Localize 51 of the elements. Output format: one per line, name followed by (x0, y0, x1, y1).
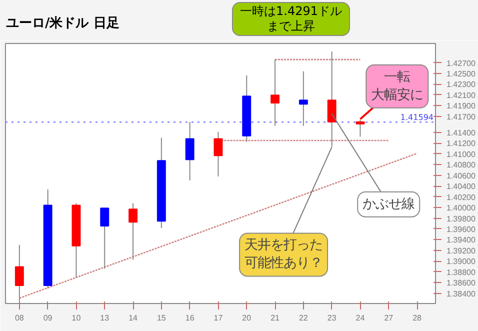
y-tick-label: 1.41700 (446, 112, 476, 122)
y-tick-label: 1.42100 (446, 90, 476, 100)
y-tick-label: 1.41900 (446, 102, 476, 111)
x-tick-label: 17 (214, 314, 224, 322)
x-tick-label: 20 (242, 314, 252, 322)
annotation: 天井を打った可能性あり？ (244, 238, 323, 272)
y-tick-label: 1.38600 (446, 278, 476, 288)
y-tick-label: 1.40400 (446, 182, 476, 192)
y-tick-label: 1.38800 (446, 268, 476, 277)
x-tick-label: 13 (100, 314, 110, 322)
x-tick-label: 23 (327, 314, 337, 322)
x-tick-label: 22 (298, 314, 308, 322)
y-tick-label: 1.42300 (446, 80, 476, 90)
candlestick (214, 131, 223, 177)
y-tick-label: 1.41200 (446, 139, 476, 148)
y-tick-label: 1.39000 (446, 257, 476, 266)
y-tick-label: 1.39600 (446, 224, 476, 234)
candlestick (100, 208, 110, 270)
candlestick (327, 51, 336, 148)
y-tick-label: 1.40200 (446, 192, 476, 202)
y-tick-label: 1.40600 (446, 171, 476, 180)
y-tick-label: 1.42700 (446, 58, 476, 68)
y-tick-label: 1.41400 (446, 128, 476, 138)
ref-line-label: 1.41594 (400, 113, 434, 122)
x-tick-label: 16 (185, 314, 195, 322)
x-tick-label: 27 (384, 314, 394, 322)
x-tick-label: 14 (128, 314, 138, 322)
annotation: かぶせ線 (362, 196, 415, 212)
y-tick-label: 1.39800 (446, 214, 476, 224)
x-tick-label: 28 (412, 314, 422, 322)
x-tick-label: 10 (72, 314, 82, 322)
y-tick-label: 1.39200 (446, 246, 476, 256)
candlestick (128, 202, 138, 260)
annotation: 一転大幅安に (371, 70, 424, 103)
candlestick (270, 58, 280, 126)
candlestick (298, 70, 308, 126)
chart-title: ユーロ/米ドル 日足 (6, 15, 120, 32)
y-tick-label: 1.40000 (446, 204, 476, 213)
candlestick (14, 244, 24, 302)
y-tick-label: 1.38400 (446, 289, 476, 298)
y-tick-label: 1.39400 (446, 236, 476, 245)
x-tick-label: 15 (156, 314, 166, 322)
x-tick-label: 08 (14, 314, 24, 322)
x-tick-label: 21 (270, 314, 280, 322)
annotation: 一時は1.4291ドルまで上昇 (232, 2, 350, 36)
candlestick (185, 121, 194, 181)
x-tick-label: 24 (356, 314, 366, 322)
x-tick-label: 09 (43, 314, 53, 322)
y-tick-label: 1.40800 (446, 160, 476, 170)
y-tick-label: 1.41000 (446, 150, 476, 159)
y-tick-label: 1.42500 (446, 70, 476, 79)
